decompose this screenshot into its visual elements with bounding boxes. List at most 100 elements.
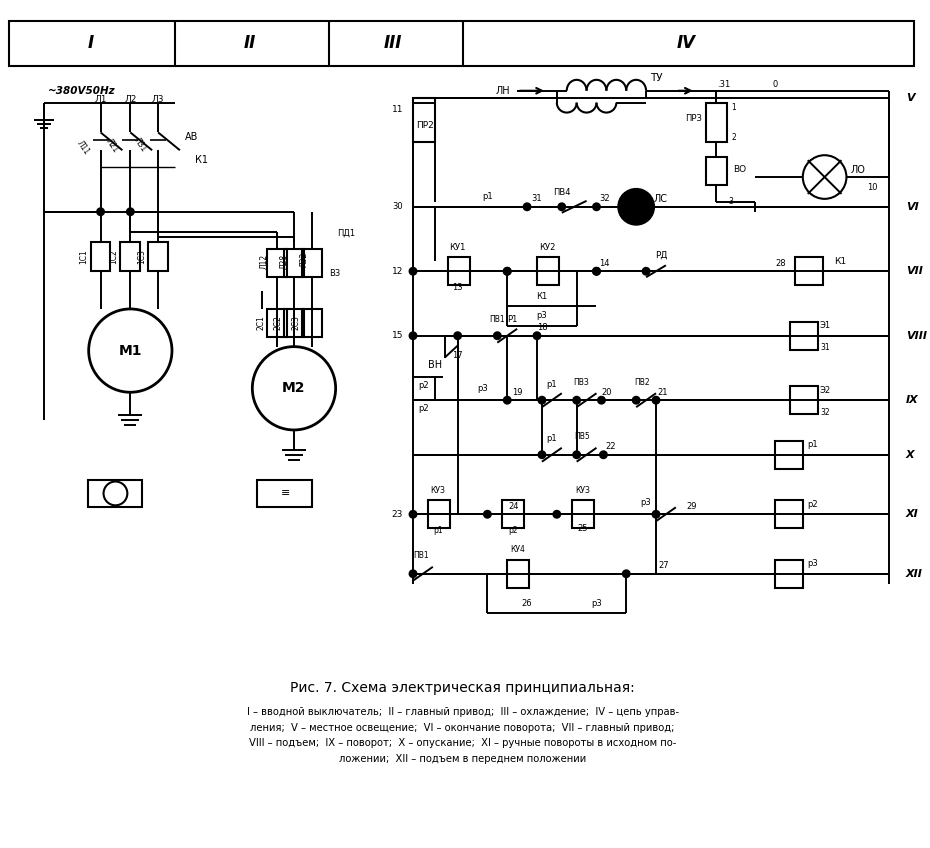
- Text: р1: р1: [433, 526, 443, 534]
- Bar: [302, 309, 322, 337]
- Text: 3: 3: [728, 198, 733, 206]
- Text: X: X: [906, 449, 914, 460]
- Text: КУЗ: КУЗ: [575, 486, 590, 495]
- Circle shape: [600, 451, 607, 458]
- Bar: [9, 21, 914, 66]
- Text: М2: М2: [282, 382, 306, 395]
- Text: I: I: [87, 34, 94, 52]
- Circle shape: [653, 510, 659, 518]
- Text: ТУ: ТУ: [650, 73, 662, 83]
- Text: 13: 13: [452, 282, 463, 292]
- Text: ложении;  XII – подъем в переднем положении: ложении; XII – подъем в переднем положен…: [339, 754, 586, 764]
- Circle shape: [653, 397, 659, 404]
- Text: ПВ1: ПВ1: [489, 315, 505, 324]
- Circle shape: [598, 397, 604, 404]
- Text: ≡: ≡: [280, 488, 290, 499]
- Text: Л21: Л21: [104, 137, 120, 154]
- Text: 15: 15: [392, 332, 403, 340]
- Text: ПР2: ПР2: [416, 121, 433, 130]
- Text: Л2: Л2: [124, 95, 137, 104]
- Text: IV: IV: [676, 34, 696, 52]
- Text: 2: 2: [731, 133, 737, 142]
- Text: 14: 14: [599, 259, 610, 268]
- Circle shape: [538, 451, 545, 458]
- Circle shape: [534, 332, 540, 339]
- Text: Л1: Л1: [94, 95, 107, 104]
- Bar: [284, 309, 304, 337]
- Text: К1: К1: [834, 257, 846, 265]
- Text: р2: р2: [418, 381, 430, 390]
- Text: 21: 21: [658, 388, 668, 397]
- Text: 19: 19: [512, 388, 523, 397]
- Text: ЛО: ЛО: [850, 165, 865, 175]
- Text: 2С1: 2С1: [257, 315, 266, 330]
- Circle shape: [573, 397, 580, 404]
- Text: ПД1: ПД1: [337, 229, 354, 238]
- Text: р3: р3: [641, 498, 651, 507]
- Bar: [302, 249, 322, 277]
- Text: 24: 24: [508, 502, 518, 510]
- Circle shape: [538, 397, 545, 404]
- Text: ПВ2: ПВ2: [634, 378, 650, 387]
- Text: В3: В3: [328, 269, 340, 278]
- Circle shape: [573, 451, 580, 458]
- Text: 1С1: 1С1: [79, 249, 88, 264]
- Text: 22: 22: [605, 443, 616, 451]
- Text: 29: 29: [686, 502, 697, 510]
- Circle shape: [504, 268, 511, 275]
- Circle shape: [97, 209, 104, 215]
- Bar: [258, 479, 312, 507]
- Bar: [572, 500, 593, 528]
- Text: КУ1: КУ1: [449, 243, 466, 252]
- Text: Л32: Л32: [299, 252, 309, 267]
- Text: р3: р3: [477, 384, 488, 393]
- Text: 30: 30: [392, 203, 403, 211]
- Text: р1: р1: [547, 380, 557, 389]
- Text: р2: р2: [806, 499, 817, 509]
- Text: III: III: [384, 34, 403, 52]
- Text: 2С3: 2С3: [291, 315, 300, 330]
- Bar: [148, 242, 168, 271]
- Circle shape: [632, 397, 640, 404]
- Text: р3: р3: [537, 311, 548, 321]
- Text: Л12: Л12: [259, 254, 269, 269]
- Circle shape: [593, 268, 600, 275]
- Text: 27: 27: [658, 561, 670, 571]
- Circle shape: [504, 268, 511, 275]
- Circle shape: [558, 204, 565, 210]
- Text: 1С2: 1С2: [109, 249, 118, 264]
- Bar: [413, 98, 435, 142]
- Circle shape: [643, 268, 649, 275]
- Bar: [775, 500, 803, 528]
- Text: ПВЗ: ПВЗ: [574, 378, 590, 387]
- Circle shape: [484, 510, 491, 518]
- Bar: [267, 309, 287, 337]
- Bar: [795, 258, 823, 285]
- Text: I – вводной выключатель;  II – главный привод;  III – охлаждение;  IV – цепь упр: I – вводной выключатель; II – главный пр…: [246, 706, 679, 717]
- Bar: [428, 500, 450, 528]
- Text: ЛС: ЛС: [654, 194, 668, 204]
- Text: 17: 17: [452, 351, 463, 360]
- Text: Л28: Л28: [280, 254, 288, 269]
- Text: Р1: Р1: [507, 315, 518, 324]
- Circle shape: [524, 204, 530, 210]
- Bar: [284, 249, 304, 277]
- Text: ПВ1: ПВ1: [413, 551, 429, 561]
- Text: 31: 31: [532, 194, 542, 204]
- Bar: [267, 249, 287, 277]
- Text: 23: 23: [392, 510, 403, 519]
- Text: 1: 1: [731, 103, 737, 112]
- Circle shape: [618, 189, 654, 225]
- Text: 28: 28: [776, 259, 786, 268]
- Circle shape: [623, 571, 630, 577]
- Text: Рис. 7. Схема электрическая принципиальная:: Рис. 7. Схема электрическая принципиальн…: [290, 681, 635, 695]
- Text: ВН: ВН: [428, 360, 442, 371]
- Text: 2С2: 2С2: [273, 315, 283, 330]
- Text: 0: 0: [773, 81, 777, 89]
- Text: Э1: Э1: [819, 321, 830, 331]
- Circle shape: [593, 268, 600, 275]
- Text: Л11: Л11: [74, 138, 90, 156]
- Text: VI: VI: [906, 202, 919, 212]
- Bar: [706, 103, 727, 142]
- Text: р3: р3: [591, 599, 602, 608]
